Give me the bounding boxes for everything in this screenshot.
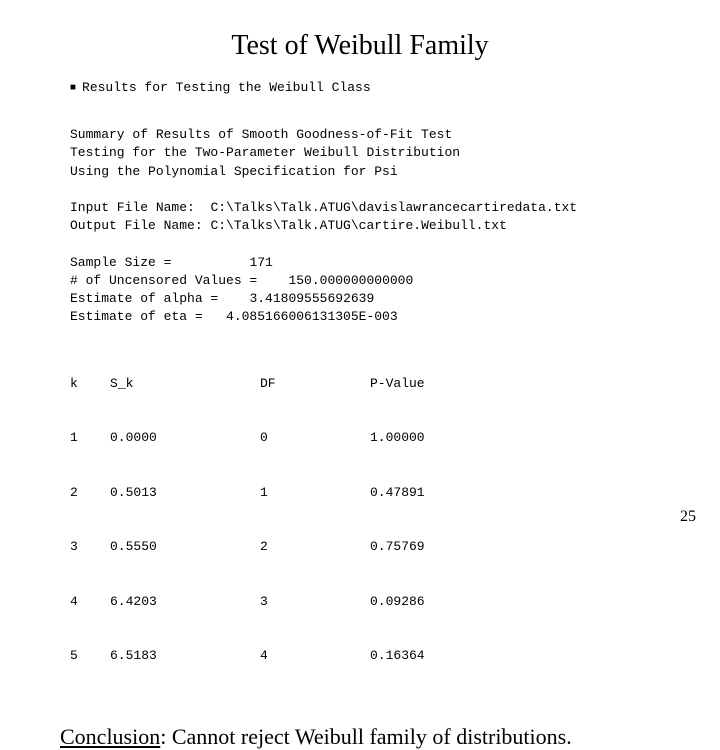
- cell-df: 3: [260, 593, 370, 611]
- output-file-value: C:\Talks\Talk.ATUG\cartire.Weibull.txt: [210, 218, 506, 233]
- summary-line-1: Summary of Results of Smooth Goodness-of…: [70, 127, 452, 142]
- cell-sk: 6.4203: [110, 593, 260, 611]
- output-file-label: Output File Name:: [70, 218, 203, 233]
- eta-value: 4.085166006131305E-003: [226, 309, 398, 324]
- alpha-label: Estimate of alpha =: [70, 291, 218, 306]
- bullet-icon: ■: [70, 80, 76, 98]
- alpha-value: 3.41809555692639: [249, 291, 374, 306]
- header-pv: P-Value: [370, 375, 470, 393]
- section-heading-row: ■ Results for Testing the Weibull Class: [70, 80, 660, 98]
- header-df: DF: [260, 375, 370, 393]
- table-row: 1 0.0000 0 1.00000: [70, 429, 660, 447]
- sample-size-value: 171: [249, 255, 272, 270]
- cell-k: 5: [70, 647, 110, 665]
- results-table: k S_k DF P-Value 1 0.0000 0 1.00000 2 0.…: [70, 338, 660, 702]
- cell-k: 2: [70, 484, 110, 502]
- uncensored-label: # of Uncensored Values =: [70, 273, 257, 288]
- cell-df: 1: [260, 484, 370, 502]
- cell-k: 4: [70, 593, 110, 611]
- cell-pv: 0.09286: [370, 593, 470, 611]
- cell-df: 4: [260, 647, 370, 665]
- header-k: k: [70, 375, 110, 393]
- cell-pv: 0.75769: [370, 538, 470, 556]
- cell-sk: 0.5013: [110, 484, 260, 502]
- slide-title: Test of Weibull Family: [60, 30, 660, 62]
- cell-sk: 6.5183: [110, 647, 260, 665]
- header-sk: S_k: [110, 375, 260, 393]
- conclusion: Conclusion: Cannot reject Weibull family…: [60, 724, 660, 750]
- eta-label: Estimate of eta =: [70, 309, 203, 324]
- conclusion-label: Conclusion: [60, 724, 160, 749]
- table-header-row: k S_k DF P-Value: [70, 375, 660, 393]
- summary-line-3: Using the Polynomial Specification for P…: [70, 164, 398, 179]
- cell-pv: 0.47891: [370, 484, 470, 502]
- uncensored-value: 150.000000000000: [288, 273, 413, 288]
- cell-k: 3: [70, 538, 110, 556]
- conclusion-text: : Cannot reject Weibull family of distri…: [160, 724, 571, 749]
- summary-block: Summary of Results of Smooth Goodness-of…: [70, 108, 660, 326]
- cell-pv: 1.00000: [370, 429, 470, 447]
- cell-df: 2: [260, 538, 370, 556]
- sample-size-label: Sample Size =: [70, 255, 171, 270]
- table-row: 5 6.5183 4 0.16364: [70, 647, 660, 665]
- input-file-label: Input File Name:: [70, 200, 195, 215]
- cell-sk: 0.0000: [110, 429, 260, 447]
- cell-pv: 0.16364: [370, 647, 470, 665]
- page-number: 25: [680, 508, 696, 526]
- input-file-value: C:\Talks\Talk.ATUG\davislawrancecartired…: [210, 200, 577, 215]
- summary-line-2: Testing for the Two-Parameter Weibull Di…: [70, 145, 460, 160]
- cell-k: 1: [70, 429, 110, 447]
- table-row: 3 0.5550 2 0.75769: [70, 538, 660, 556]
- table-row: 4 6.4203 3 0.09286: [70, 593, 660, 611]
- cell-df: 0: [260, 429, 370, 447]
- table-row: 2 0.5013 1 0.47891: [70, 484, 660, 502]
- cell-sk: 0.5550: [110, 538, 260, 556]
- section-heading: Results for Testing the Weibull Class: [82, 80, 371, 98]
